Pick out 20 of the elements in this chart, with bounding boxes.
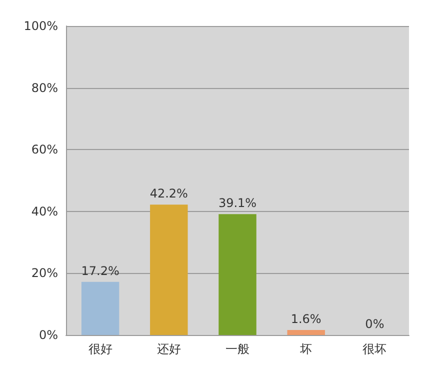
bar <box>218 214 256 335</box>
y-tick-label: 40% <box>31 204 58 218</box>
y-tick-label: 0% <box>38 328 58 342</box>
data-label: 1.6% <box>290 312 322 326</box>
x-tick-label: 很坏 <box>362 342 387 356</box>
bar <box>81 282 120 335</box>
data-label: 0% <box>365 317 384 331</box>
y-tick-label: 100% <box>24 19 58 33</box>
y-tick-label: 80% <box>31 80 58 95</box>
x-tick-label: 一般 <box>226 342 250 356</box>
bar <box>150 204 188 335</box>
x-tick-label: 还好 <box>156 342 181 356</box>
x-tick-label: 坏 <box>299 342 312 356</box>
x-tick-label: 很好 <box>88 342 112 356</box>
y-tick-label: 60% <box>31 142 58 157</box>
y-tick-label: 20% <box>31 266 58 280</box>
data-label: 42.2% <box>150 186 188 201</box>
data-label: 39.1% <box>218 196 257 210</box>
data-label: 17.2% <box>81 264 120 278</box>
bar <box>287 330 325 335</box>
